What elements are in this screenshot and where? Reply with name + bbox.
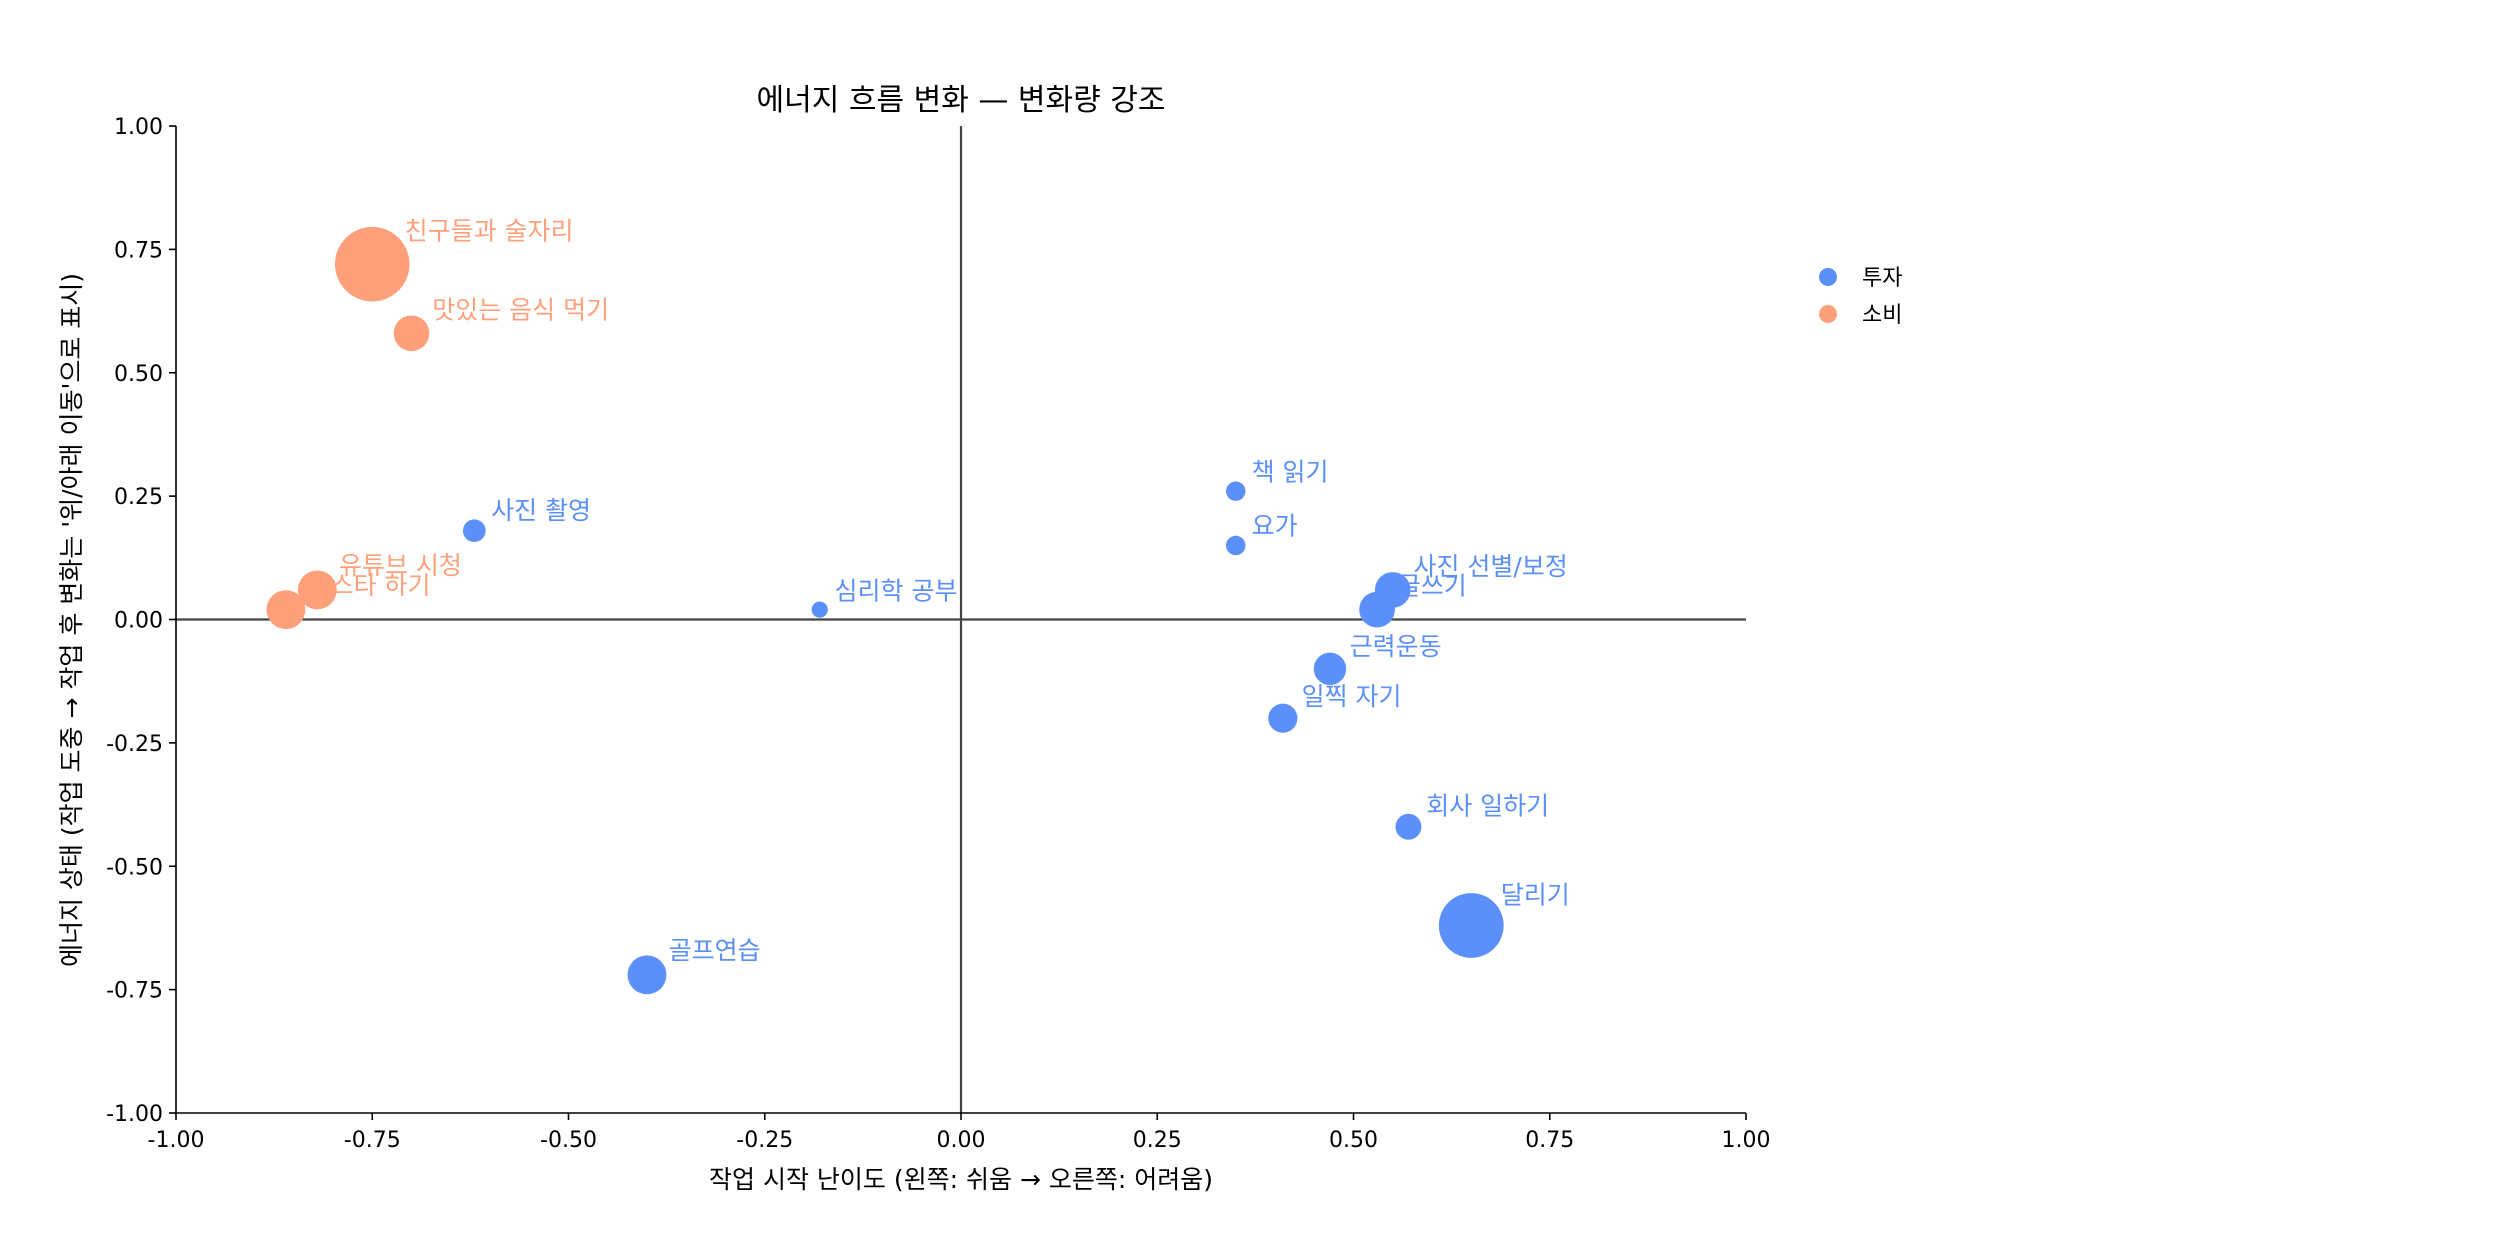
- x-tick-label: 0.50: [1329, 1128, 1378, 1153]
- data-point: [1226, 535, 1246, 556]
- data-point: [266, 590, 306, 630]
- legend-marker: [1819, 305, 1837, 323]
- y-tick-label: -0.25: [106, 732, 163, 757]
- data-point-label: 인스타 하기: [308, 571, 431, 600]
- data-point-label: 글쓰기: [1398, 572, 1467, 601]
- data-point: [334, 226, 410, 302]
- data-point-label: 심리학 공부: [835, 577, 958, 606]
- data-point-label: 친구들과 술자리: [405, 217, 574, 246]
- data-point: [393, 315, 430, 352]
- data-point: [1226, 481, 1246, 501]
- data-point-label: 책 읽기: [1252, 457, 1329, 486]
- data-point: [627, 955, 667, 995]
- data-point-label: 골프연습: [669, 936, 761, 965]
- x-tick-label: 0.75: [1525, 1128, 1574, 1153]
- y-tick-label: 0.00: [114, 609, 163, 634]
- x-tick-label: -1.00: [148, 1128, 205, 1153]
- data-point: [1359, 591, 1395, 628]
- data-point-label: 맛있는 음식 먹기: [432, 295, 609, 324]
- chart-title: 에너지 흐름 변화 — 변화량 강조: [757, 83, 1166, 118]
- y-tick-label: 0.75: [114, 238, 163, 263]
- data-point-label: 회사 일하기: [1426, 791, 1549, 820]
- data-point-label: 사진 선별/보정: [1413, 552, 1567, 581]
- y-tick-label: 0.50: [114, 362, 163, 387]
- data-point: [297, 570, 337, 610]
- data-point-label: 유튜브 시청: [339, 551, 462, 580]
- data-point-label: 일찍 자기: [1302, 682, 1402, 711]
- x-tick-label: -0.50: [540, 1128, 597, 1153]
- y-tick-label: -0.50: [106, 855, 163, 880]
- y-tick-label: -1.00: [106, 1102, 163, 1127]
- legend-label: 소비: [1862, 303, 1902, 328]
- y-axis-label: 에너지 상태 (작업 도중 → 작업 후 변화는 '위/아래 이동'으로 표시): [57, 273, 86, 967]
- data-point-label: 근력운동: [1350, 632, 1442, 661]
- data-point: [1313, 652, 1347, 686]
- legend-marker: [1819, 268, 1837, 286]
- data-point: [1438, 893, 1504, 958]
- x-tick-label: -0.25: [736, 1128, 793, 1153]
- data-point: [1395, 813, 1422, 840]
- data-point-label: 요가: [1252, 512, 1298, 541]
- y-tick-label: 0.25: [114, 485, 163, 510]
- x-tick-label: 1.00: [1722, 1128, 1771, 1153]
- x-tick-label: -0.75: [344, 1128, 401, 1153]
- y-tick-label: 1.00: [114, 115, 163, 140]
- data-point: [462, 519, 486, 543]
- legend-label: 투자: [1862, 266, 1902, 291]
- x-axis-label: 작업 시작 난이도 (왼쪽: 쉬움 → 오른쪽: 어려움): [709, 1165, 1213, 1194]
- x-tick-label: 0.25: [1133, 1128, 1182, 1153]
- data-point-label: 달리기: [1501, 880, 1570, 909]
- data-point: [811, 601, 828, 618]
- data-point-label: 사진 촬영: [491, 496, 591, 525]
- y-tick-label: -0.75: [106, 979, 163, 1004]
- x-tick-label: 0.00: [937, 1128, 986, 1153]
- data-point: [1268, 703, 1298, 733]
